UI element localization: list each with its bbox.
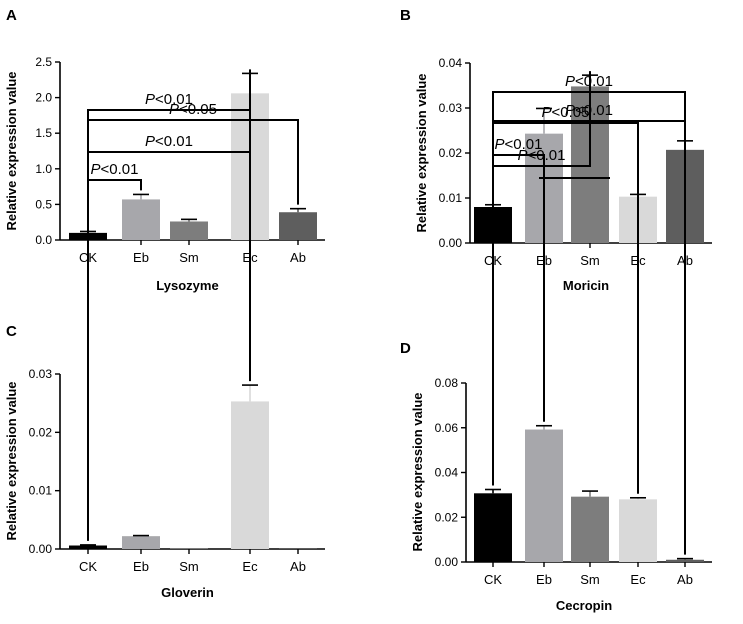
y-tick-label: 0.00 [435, 555, 459, 569]
y-tick-label: 2.0 [35, 91, 52, 105]
bar-sm [571, 496, 609, 562]
y-tick-label: 0.5 [35, 197, 52, 211]
x-tick-label: Sm [580, 253, 600, 268]
bar-eb [122, 536, 160, 549]
x-tick-label: Eb [133, 250, 149, 265]
bar-sm [170, 548, 208, 549]
bar-ec [619, 499, 657, 562]
significance-label: P<0.01 [495, 136, 543, 153]
x-tick-label: Sm [179, 559, 199, 574]
y-axis-title: Relative expression value [4, 72, 19, 231]
significance-bracket [87, 109, 251, 541]
y-tick-label: 0.01 [439, 191, 463, 205]
bar-eb [122, 199, 160, 240]
x-tick-label: Sm [580, 572, 600, 587]
x-tick-label: Eb [536, 572, 552, 587]
significance-bracket [492, 91, 686, 555]
significance-label: P<0.01 [145, 133, 193, 150]
bar-ck [474, 493, 512, 562]
bar-ab [279, 212, 317, 240]
y-tick-label: 1.0 [35, 162, 52, 176]
x-axis-title: Gloverin [161, 585, 214, 600]
x-tick-label: Ec [242, 559, 258, 574]
significance-label: P<0.01 [565, 102, 613, 119]
x-tick-label: Ec [630, 572, 646, 587]
panel-b: B 0.00 0.01 0.02 0.03 0.04 Relative expression… [400, 7, 712, 293]
panel-d: D 0.00 0.02 0.04 0.06 0.08 Relative expression… [400, 73, 712, 613]
y-tick-label: 0.02 [29, 425, 53, 439]
bar-ab [666, 559, 704, 562]
y-tick-label: 0.00 [29, 542, 53, 556]
significance-label: P<0.01 [145, 91, 193, 108]
x-tick-label: Ab [290, 559, 306, 574]
x-tick-label: Eb [133, 559, 149, 574]
y-tick-label: 0.02 [435, 510, 459, 524]
panel-letter: C [6, 323, 17, 340]
panel-a: A 0.0 0.5 1.0 1.5 2.0 2.5 Relative expression v… [4, 7, 325, 293]
y-tick-label: 0.03 [439, 101, 463, 115]
panel-c: C 0.00 0.01 0.02 0.03 Relative expression val… [4, 91, 325, 600]
x-tick-label: CK [484, 572, 502, 587]
significance-label: P<0.01 [565, 73, 613, 90]
x-axis-title: Cecropin [556, 598, 612, 613]
x-tick-label: Ab [677, 572, 693, 587]
y-tick-label: 0.04 [439, 56, 463, 70]
panel-letter: B [400, 7, 411, 24]
y-tick-label: 0.0 [35, 233, 52, 247]
significance-label: P<0.05 [542, 104, 590, 121]
x-tick-label: CK [79, 559, 97, 574]
y-tick-label: 0.01 [29, 484, 53, 498]
x-axis-title: Lysozyme [156, 278, 218, 293]
y-tick-label: 0.03 [29, 367, 53, 381]
y-tick-label: 0.06 [435, 421, 459, 435]
panel-letter: D [400, 340, 411, 357]
panel-letter: A [6, 7, 17, 24]
bar-ec [231, 401, 269, 549]
x-axis-title: Moricin [563, 278, 609, 293]
bar-ck [69, 545, 107, 549]
y-axis-title: Relative expression value [410, 393, 425, 552]
significance-label: P<0.01 [91, 161, 139, 178]
x-tick-label: Ab [290, 250, 306, 265]
x-tick-label: Sm [179, 250, 199, 265]
y-tick-label: 1.5 [35, 126, 52, 140]
bar-eb [525, 429, 563, 562]
y-axis-title: Relative expression value [4, 382, 19, 541]
y-tick-label: 0.04 [435, 466, 459, 480]
y-tick-label: 0.08 [435, 376, 459, 390]
bar-ab [279, 548, 317, 549]
y-tick-label: 0.02 [439, 146, 463, 160]
y-axis-title: Relative expression value [414, 74, 429, 233]
bar-sm [170, 221, 208, 240]
y-tick-label: 2.5 [35, 55, 52, 69]
y-tick-label: 0.00 [439, 236, 463, 250]
